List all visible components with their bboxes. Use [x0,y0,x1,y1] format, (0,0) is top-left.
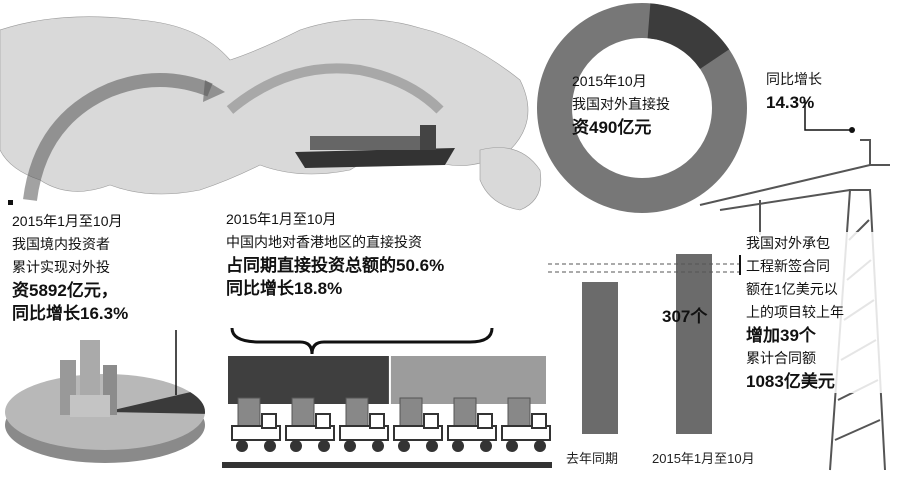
mid-line-4: 同比增长18.8% [226,279,343,298]
left-line-2: 我国境内投资者 [12,236,110,252]
left-line-5: 同比增长16.3% [12,304,129,323]
crane-line-7: 1083亿美元 [746,372,835,391]
crane-line-1: 我国对外承包 [746,235,830,251]
crane-line-5: 增加39个 [746,326,816,345]
truck-row [231,397,551,452]
left-line-4: 资5892亿元， [12,281,118,300]
truck [339,397,389,452]
mid-line-2: 中国内地对香港地区的直接投资 [226,234,422,250]
mid-line-3: 占同期直接投资总额的50.6% [226,256,445,275]
left-line-3: 累计实现对外投 [12,259,110,275]
trade-arrows [23,63,444,201]
truck [501,397,551,452]
donut-line-1: 2015年10月 [572,73,647,89]
container-ship [295,125,455,168]
left-text-block: 2015年1月至10月 我国境内投资者 累计实现对外投 资5892亿元， 同比增… [12,210,212,325]
donut-line-2: 我国对外直接投 [572,96,670,112]
truck [231,397,281,452]
crane-line-4: 上的项目较上年 [746,304,844,320]
bullet-marker [8,200,13,205]
truck [393,397,443,452]
donut-growth-label: 同比增长 14.3% [766,68,822,114]
bar-this-year [676,254,712,434]
pie-slice-hk [105,392,205,414]
bar-value-label: 307个 [662,307,708,326]
growth-label: 同比增长 [766,71,822,87]
donut-chart [537,3,747,213]
middle-text-block: 2015年1月至10月 中国内地对香港地区的直接投资 占同期直接投资总额的50.… [226,208,556,300]
leader-dot [849,127,855,133]
crane-text-block: 我国对外承包 工程新签合同 额在1亿美元以 上的项目较上年 增加39个 累计合同… [746,232,891,393]
pie-chart [5,340,205,463]
donut-text-block: 2015年10月 我国对外直接投 资490亿元 [572,70,732,139]
crane-line-2: 工程新签合同 [746,258,830,274]
donut-leader-line [804,100,852,131]
left-line-1: 2015年1月至10月 [12,213,123,229]
proportion-bar-hk [228,356,389,404]
crane-line-6: 累计合同额 [746,350,816,366]
donut-segment-growth [647,3,730,69]
growth-value: 14.3% [766,93,815,112]
proportion-bar-other [390,356,546,404]
donut-line-3: 资490亿元 [572,118,652,137]
truck [285,397,335,452]
mid-line-1: 2015年1月至10月 [226,211,337,227]
donut-ring [537,3,747,213]
bar-category-2: 2015年1月至10月 [652,451,755,466]
curly-brace [230,327,494,355]
bar-last-year [582,282,618,434]
truck [447,397,497,452]
road [222,462,552,468]
bar-category-1: 去年同期 [566,451,619,466]
crane-line-3: 额在1亿美元以 [746,281,838,297]
